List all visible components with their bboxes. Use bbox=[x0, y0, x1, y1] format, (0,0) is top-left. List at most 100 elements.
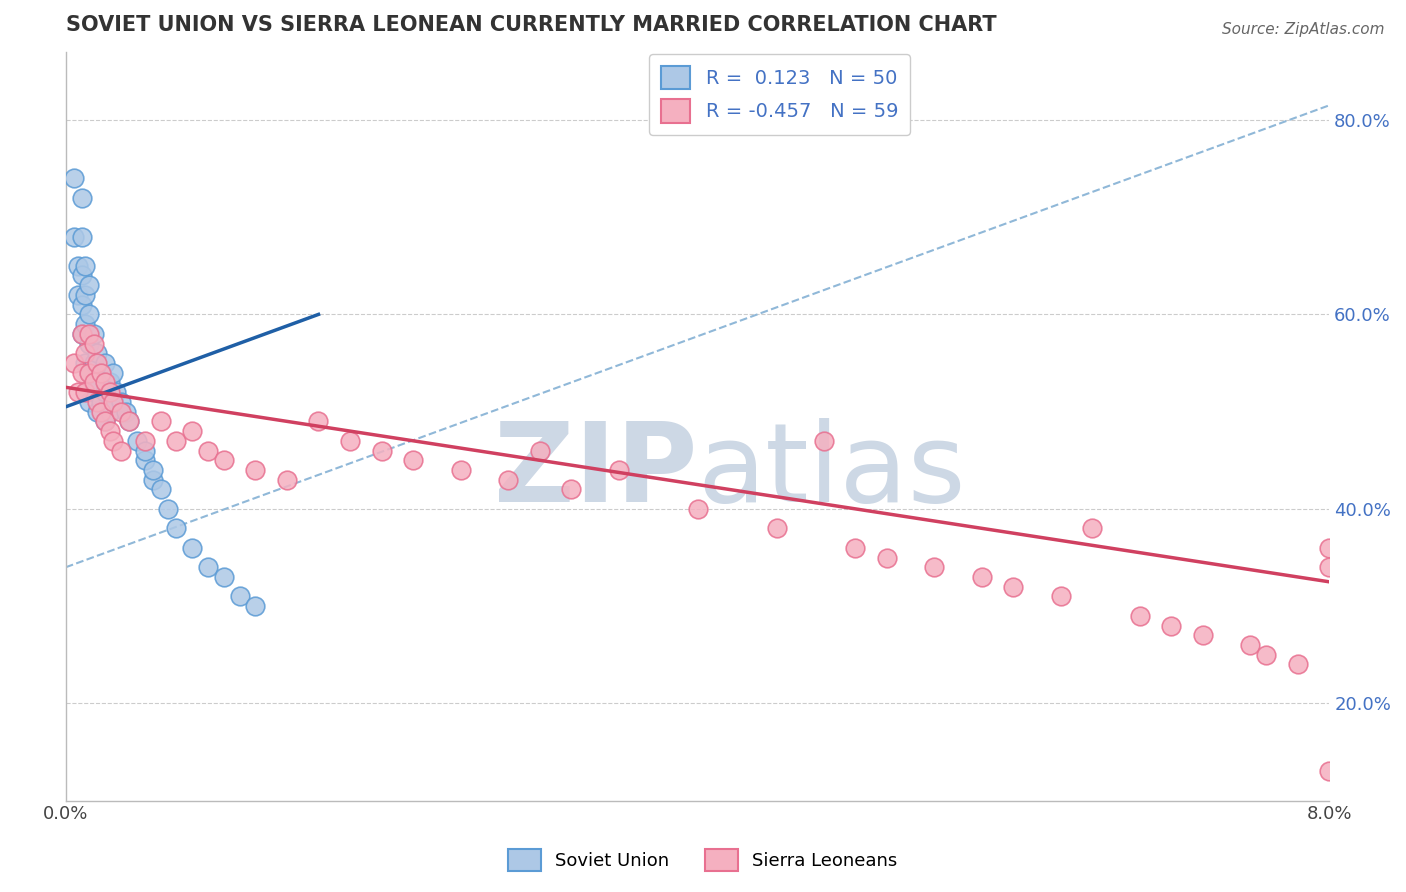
Point bbox=[560, 483, 582, 497]
Point bbox=[67, 385, 90, 400]
Point bbox=[90, 404, 112, 418]
Point bbox=[1317, 541, 1340, 555]
Text: SOVIET UNION VS SIERRA LEONEAN CURRENTLY MARRIED CORRELATION CHART: SOVIET UNION VS SIERRA LEONEAN CURRENTLY… bbox=[66, 15, 997, 35]
Point bbox=[529, 443, 551, 458]
Point bbox=[62, 229, 84, 244]
Point bbox=[970, 570, 993, 584]
Text: ZIP: ZIP bbox=[494, 417, 697, 524]
Point bbox=[67, 288, 90, 302]
Point bbox=[149, 414, 172, 428]
Point bbox=[212, 453, 235, 467]
Point bbox=[1081, 521, 1104, 535]
Point bbox=[83, 356, 105, 370]
Point bbox=[876, 550, 898, 565]
Point bbox=[79, 307, 101, 321]
Point bbox=[79, 395, 101, 409]
Point bbox=[73, 385, 96, 400]
Point bbox=[103, 366, 125, 380]
Point bbox=[1049, 590, 1071, 604]
Point bbox=[98, 424, 121, 438]
Point bbox=[276, 473, 298, 487]
Point bbox=[90, 366, 112, 380]
Point bbox=[83, 385, 105, 400]
Point bbox=[245, 599, 267, 614]
Point bbox=[70, 229, 93, 244]
Point bbox=[79, 326, 101, 341]
Point bbox=[339, 434, 361, 448]
Point bbox=[79, 278, 101, 293]
Point bbox=[134, 434, 156, 448]
Point bbox=[1160, 618, 1182, 632]
Point bbox=[157, 501, 180, 516]
Point bbox=[70, 326, 93, 341]
Point bbox=[924, 560, 946, 574]
Point bbox=[103, 434, 125, 448]
Point bbox=[118, 414, 141, 428]
Point bbox=[134, 453, 156, 467]
Point bbox=[110, 395, 132, 409]
Point bbox=[86, 404, 108, 418]
Point bbox=[370, 443, 392, 458]
Point bbox=[94, 376, 117, 390]
Point bbox=[607, 463, 630, 477]
Point bbox=[308, 414, 330, 428]
Point bbox=[62, 356, 84, 370]
Point bbox=[142, 473, 165, 487]
Point bbox=[79, 366, 101, 380]
Point bbox=[83, 376, 105, 390]
Point bbox=[70, 191, 93, 205]
Point bbox=[197, 560, 219, 574]
Point bbox=[118, 414, 141, 428]
Point bbox=[83, 336, 105, 351]
Point bbox=[1286, 657, 1309, 672]
Point bbox=[1002, 580, 1025, 594]
Point bbox=[165, 521, 187, 535]
Text: atlas: atlas bbox=[697, 417, 966, 524]
Point bbox=[70, 298, 93, 312]
Point bbox=[94, 385, 117, 400]
Point bbox=[142, 463, 165, 477]
Point bbox=[90, 395, 112, 409]
Point bbox=[149, 483, 172, 497]
Point bbox=[181, 541, 204, 555]
Point bbox=[181, 424, 204, 438]
Point bbox=[686, 501, 709, 516]
Point bbox=[105, 385, 128, 400]
Point bbox=[245, 463, 267, 477]
Point bbox=[94, 356, 117, 370]
Point bbox=[228, 590, 250, 604]
Point bbox=[70, 326, 93, 341]
Point bbox=[98, 376, 121, 390]
Legend: R =  0.123   N = 50, R = -0.457   N = 59: R = 0.123 N = 50, R = -0.457 N = 59 bbox=[650, 54, 910, 135]
Point bbox=[844, 541, 866, 555]
Point bbox=[1254, 648, 1277, 662]
Point bbox=[103, 395, 125, 409]
Point bbox=[1129, 608, 1152, 623]
Point bbox=[165, 434, 187, 448]
Point bbox=[98, 404, 121, 418]
Point bbox=[67, 259, 90, 273]
Point bbox=[1317, 764, 1340, 779]
Point bbox=[114, 404, 136, 418]
Text: Source: ZipAtlas.com: Source: ZipAtlas.com bbox=[1222, 22, 1385, 37]
Point bbox=[110, 443, 132, 458]
Point bbox=[86, 346, 108, 360]
Point bbox=[62, 171, 84, 186]
Point bbox=[1317, 560, 1340, 574]
Point bbox=[83, 326, 105, 341]
Point bbox=[125, 434, 148, 448]
Point bbox=[94, 414, 117, 428]
Point bbox=[813, 434, 835, 448]
Point bbox=[197, 443, 219, 458]
Point bbox=[73, 288, 96, 302]
Point bbox=[94, 414, 117, 428]
Point bbox=[402, 453, 425, 467]
Point bbox=[79, 366, 101, 380]
Point bbox=[86, 356, 108, 370]
Legend: Soviet Union, Sierra Leoneans: Soviet Union, Sierra Leoneans bbox=[501, 842, 905, 879]
Point bbox=[212, 570, 235, 584]
Point bbox=[86, 395, 108, 409]
Point bbox=[765, 521, 787, 535]
Point bbox=[98, 385, 121, 400]
Point bbox=[70, 366, 93, 380]
